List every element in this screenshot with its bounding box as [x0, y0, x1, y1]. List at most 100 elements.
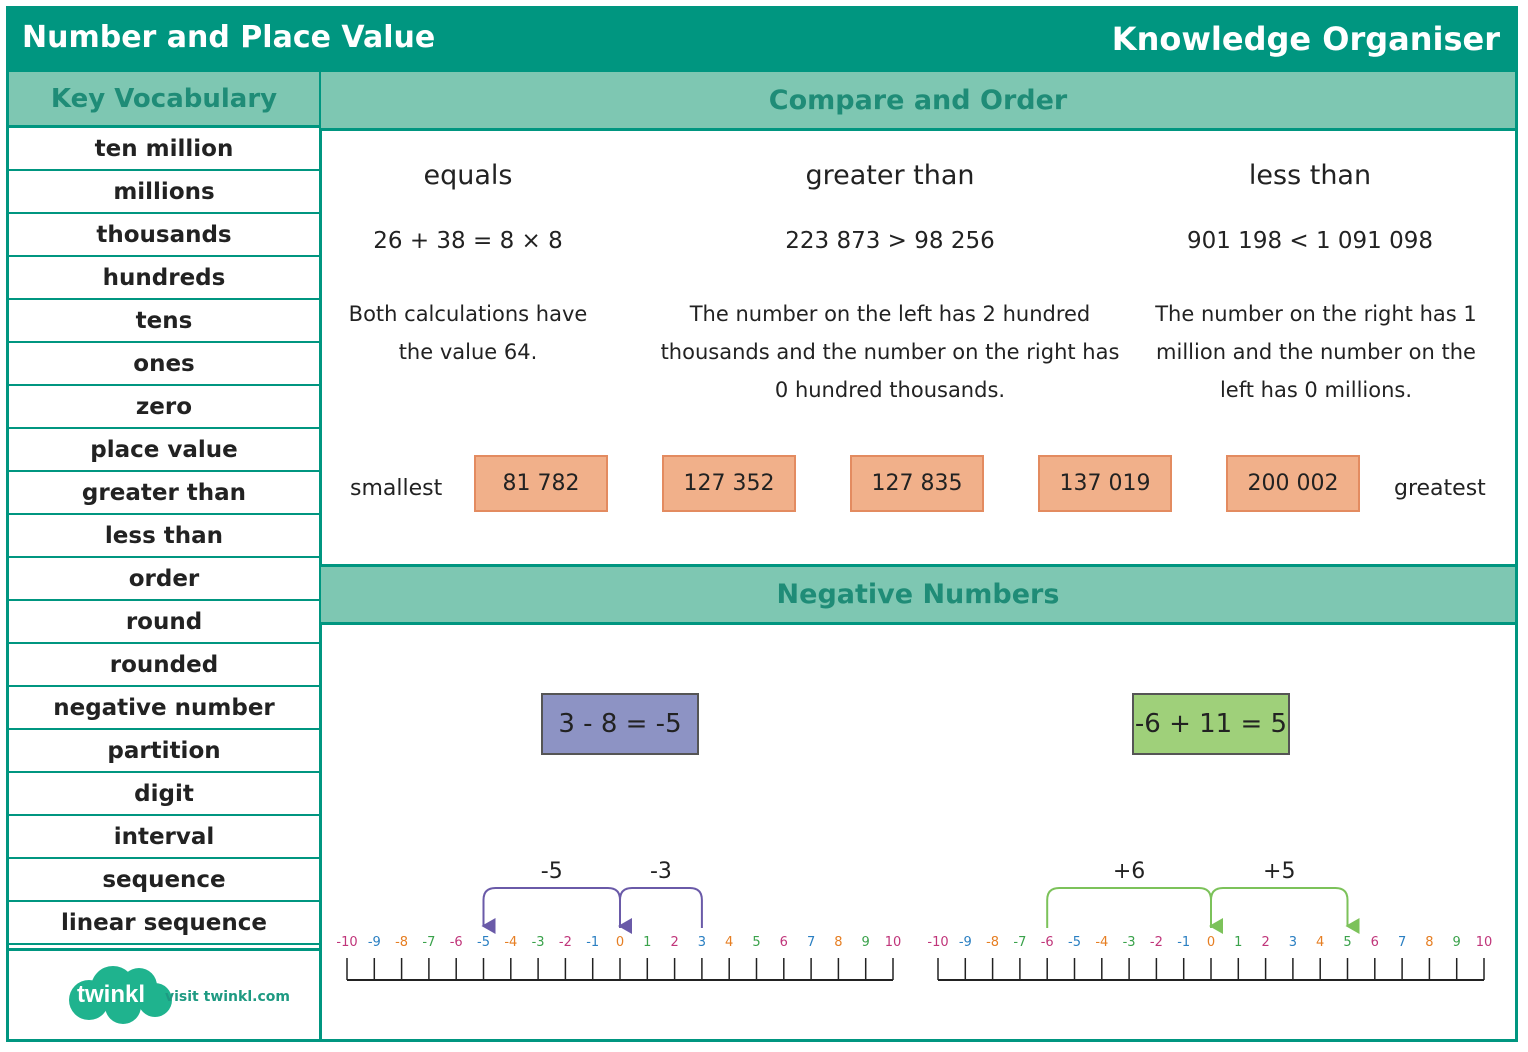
smallest-label: smallest [350, 476, 443, 501]
tick-label: -6 [450, 935, 463, 950]
tick-label: -3 [532, 935, 545, 950]
equals-explanation: Both calculations have the value 64. [328, 295, 608, 371]
visit-link[interactable]: visit twinkl.com [165, 989, 290, 1005]
tick-label: -3 [1123, 935, 1136, 950]
jump-label: -5 [541, 859, 563, 884]
jump-label: -3 [650, 859, 672, 884]
tick-label: 1 [1234, 935, 1242, 950]
vocabulary-item: ones [9, 343, 319, 386]
title-bar: Number and Place Value Knowledge Organis… [6, 6, 1518, 72]
tick-label: -8 [395, 935, 408, 950]
addition-equation: -6 + 11 = 5 [1132, 693, 1290, 755]
order-box: 137 019 [1038, 455, 1172, 512]
vocabulary-heading: Key Vocabulary [9, 72, 319, 128]
order-box: 127 835 [850, 455, 984, 512]
vocabulary-item: round [9, 601, 319, 644]
number-line-addition: -10 -9 -8 -7 -6 -5 -4 -3 -2 -1 0 1 2 3 4 5 6 7 8 9 10+6 +5 [927, 859, 1493, 981]
tick-label: -10 [927, 935, 948, 950]
vocabulary-item: interval [9, 816, 319, 859]
compare-order-heading: Compare and Order [321, 72, 1515, 131]
explanation-line: The number on the right has 1 [1155, 302, 1477, 326]
negative-numbers-heading: Negative Numbers [321, 564, 1515, 625]
jump-arc [1046, 887, 1223, 934]
vocabulary-item: less than [9, 515, 319, 558]
tick-label: -2 [559, 935, 572, 950]
vocabulary-list: ten million millions thousands hundreds tens… [9, 128, 319, 945]
tick-label: 8 [834, 935, 842, 950]
vocabulary-item: ten million [9, 128, 319, 171]
tick-label: 6 [1371, 935, 1379, 950]
jump-arc [481, 887, 621, 934]
tick-label: 6 [780, 935, 788, 950]
vocabulary-item: place value [9, 429, 319, 472]
tick-label: 10 [885, 935, 902, 950]
tick-label: 2 [1261, 935, 1269, 950]
vocabulary-item: sequence [9, 859, 319, 902]
tick-label: 3 [1289, 935, 1297, 950]
vocabulary-item: zero [9, 386, 319, 429]
tick-label: -9 [368, 935, 381, 950]
tick-label: 0 [1207, 935, 1215, 950]
tick-label: -1 [586, 935, 599, 950]
tick-label: 0 [616, 935, 624, 950]
greatest-label: greatest [1394, 476, 1486, 501]
subtraction-equation: 3 - 8 = -5 [541, 693, 699, 755]
tick-label: 7 [1398, 935, 1406, 950]
vocabulary-item: millions [9, 171, 319, 214]
tick-label: 4 [725, 935, 733, 950]
less-than-title: less than [1248, 160, 1372, 191]
tick-label: -4 [504, 935, 517, 950]
tick-label: 7 [807, 935, 815, 950]
vocabulary-item: order [9, 558, 319, 601]
vocabulary-item: digit [9, 773, 319, 816]
tick-label: -6 [1041, 935, 1054, 950]
tick-label: -5 [1068, 935, 1081, 950]
order-box: 127 352 [662, 455, 796, 512]
tick-label: 1 [643, 935, 651, 950]
tick-label: -8 [986, 935, 999, 950]
tick-label: -1 [1177, 935, 1190, 950]
greater-than-explanation: The number on the left has 2 hundred tho… [640, 295, 1140, 409]
less-than-explanation: The number on the right has 1 million an… [1140, 295, 1492, 409]
vocabulary-item: rounded [9, 644, 319, 687]
tick-label: -4 [1095, 935, 1108, 950]
tick-label: -10 [336, 935, 357, 950]
tick-label: 10 [1476, 935, 1493, 950]
explanation-line: the value 64. [398, 340, 538, 364]
cloud-logo-icon [69, 966, 172, 1024]
tick-label: 8 [1425, 935, 1433, 950]
vocabulary-item: thousands [9, 214, 319, 257]
logo-wordmark: twinkl [77, 981, 146, 1008]
jump-label: +6 [1113, 859, 1145, 884]
tick-label: 4 [1316, 935, 1324, 950]
vocabulary-item: greater than [9, 472, 319, 515]
tick-label: -5 [477, 935, 490, 950]
explanation-line: million and the number on the [1156, 340, 1476, 364]
vocabulary-panel: Key Vocabulary ten million millions thousa… [9, 72, 322, 1039]
jump-label: +5 [1263, 859, 1295, 884]
explanation-line: left has 0 millions. [1219, 378, 1413, 402]
page-title: Number and Place Value [22, 20, 436, 55]
explanation-line: thousands and the number on the right ha… [660, 340, 1120, 364]
tick-label: 2 [670, 935, 678, 950]
tick-label: -7 [422, 935, 435, 950]
jump-arc [618, 887, 703, 934]
less-than-calculation: 901 198 < 1 091 098 [1186, 228, 1434, 254]
greater-than-title: greater than [805, 160, 975, 191]
jump-arc [1210, 887, 1360, 934]
tick-label: 9 [862, 935, 870, 950]
tick-label: 3 [698, 935, 706, 950]
tick-label: -9 [959, 935, 972, 950]
tick-label: 5 [1343, 935, 1351, 950]
vocabulary-item: linear sequence [9, 902, 319, 945]
vocabulary-item: hundreds [9, 257, 319, 300]
tick-label: 5 [752, 935, 760, 950]
vocabulary-item: negative number [9, 687, 319, 730]
equals-calculation: 26 + 38 = 8 × 8 [373, 228, 563, 254]
organiser-title: Knowledge Organiser [1111, 20, 1500, 58]
explanation-line: 0 hundred thousands. [774, 378, 1006, 402]
tick-label: -7 [1013, 935, 1026, 950]
order-box: 200 002 [1226, 455, 1360, 512]
vocabulary-item: tens [9, 300, 319, 343]
order-box: 81 782 [474, 455, 608, 512]
